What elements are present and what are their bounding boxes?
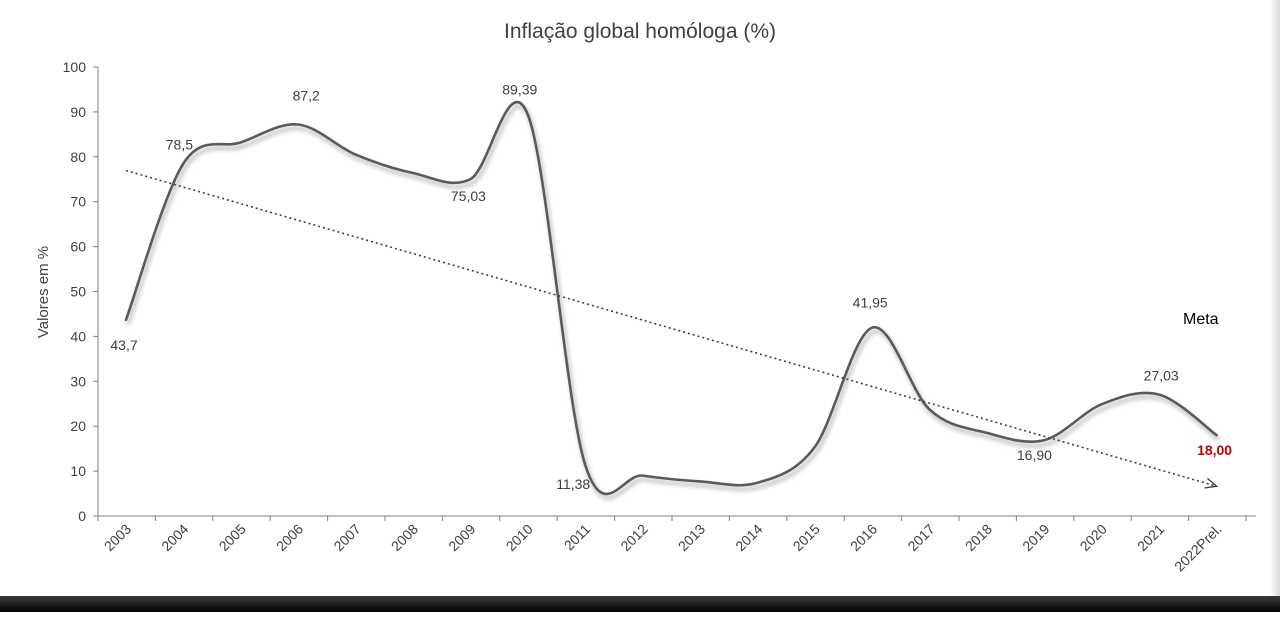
y-tick-label: 0 (78, 508, 86, 524)
data-label: 41,95 (853, 295, 888, 311)
x-tick-label: 2018 (962, 521, 995, 554)
y-tick-label: 20 (70, 418, 86, 434)
x-tick-label: 2011 (561, 521, 594, 554)
plot-area (126, 102, 1217, 494)
data-label: 11,38 (556, 476, 590, 492)
y-tick-label: 10 (70, 463, 86, 479)
y-axis-label: Valores em % (35, 246, 52, 338)
x-tick-label: 2016 (847, 521, 880, 554)
x-tick-label: 2003 (101, 521, 134, 554)
y-tick-label: 30 (70, 373, 86, 389)
x-tick-label: 2004 (158, 521, 191, 554)
data-label: 16,90 (1017, 447, 1052, 463)
data-label: 89,39 (502, 82, 537, 98)
data-label: 87,2 (293, 87, 320, 103)
y-tick-label: 70 (70, 194, 86, 210)
x-tick-label: 2009 (445, 521, 478, 554)
x-tick-label: 2005 (216, 521, 249, 554)
x-tick-label: 2007 (330, 521, 363, 554)
y-tick-label: 50 (70, 284, 86, 300)
frame-bottom-border (0, 596, 1280, 612)
trendline (126, 170, 1217, 486)
y-tick-label: 90 (70, 104, 86, 120)
x-tick-label: 2008 (388, 521, 421, 554)
x-tick-label: 2017 (904, 521, 937, 554)
chart-title: Inflação global homóloga (%) (504, 20, 776, 43)
y-tick-label: 40 (70, 328, 86, 344)
y-tick-label: 60 (70, 239, 86, 255)
x-tick-label: 2013 (675, 521, 708, 554)
x-tick-label: 2022Prel. (1171, 521, 1225, 575)
x-tick-label: 2010 (503, 521, 536, 554)
data-label: 18,00 (1197, 442, 1232, 458)
frame-edge-shadow (1270, 0, 1280, 600)
x-tick-label: 2012 (617, 521, 650, 554)
x-tick-label: 2006 (273, 521, 306, 554)
data-label: 43,7 (110, 337, 137, 353)
x-tick-label: 2015 (790, 521, 823, 554)
data-label: 78,5 (166, 137, 193, 153)
x-tick-label: 2020 (1077, 521, 1110, 554)
data-label: 75,03 (451, 188, 486, 204)
x-tick-label: 2014 (732, 521, 765, 554)
y-tick-label: 100 (63, 59, 87, 75)
y-tick-label: 80 (70, 149, 86, 165)
meta-annotation: Meta (1183, 311, 1219, 328)
axes: 0 10 20 30 40 50 60 70 80 90 100 2003 2004 2005 2006 20… (63, 59, 1256, 575)
x-tick-label: 2021 (1134, 521, 1167, 554)
data-label: 27,03 (1144, 368, 1179, 384)
inflation-series-line (126, 102, 1217, 494)
x-tick-label: 2019 (1019, 521, 1052, 554)
